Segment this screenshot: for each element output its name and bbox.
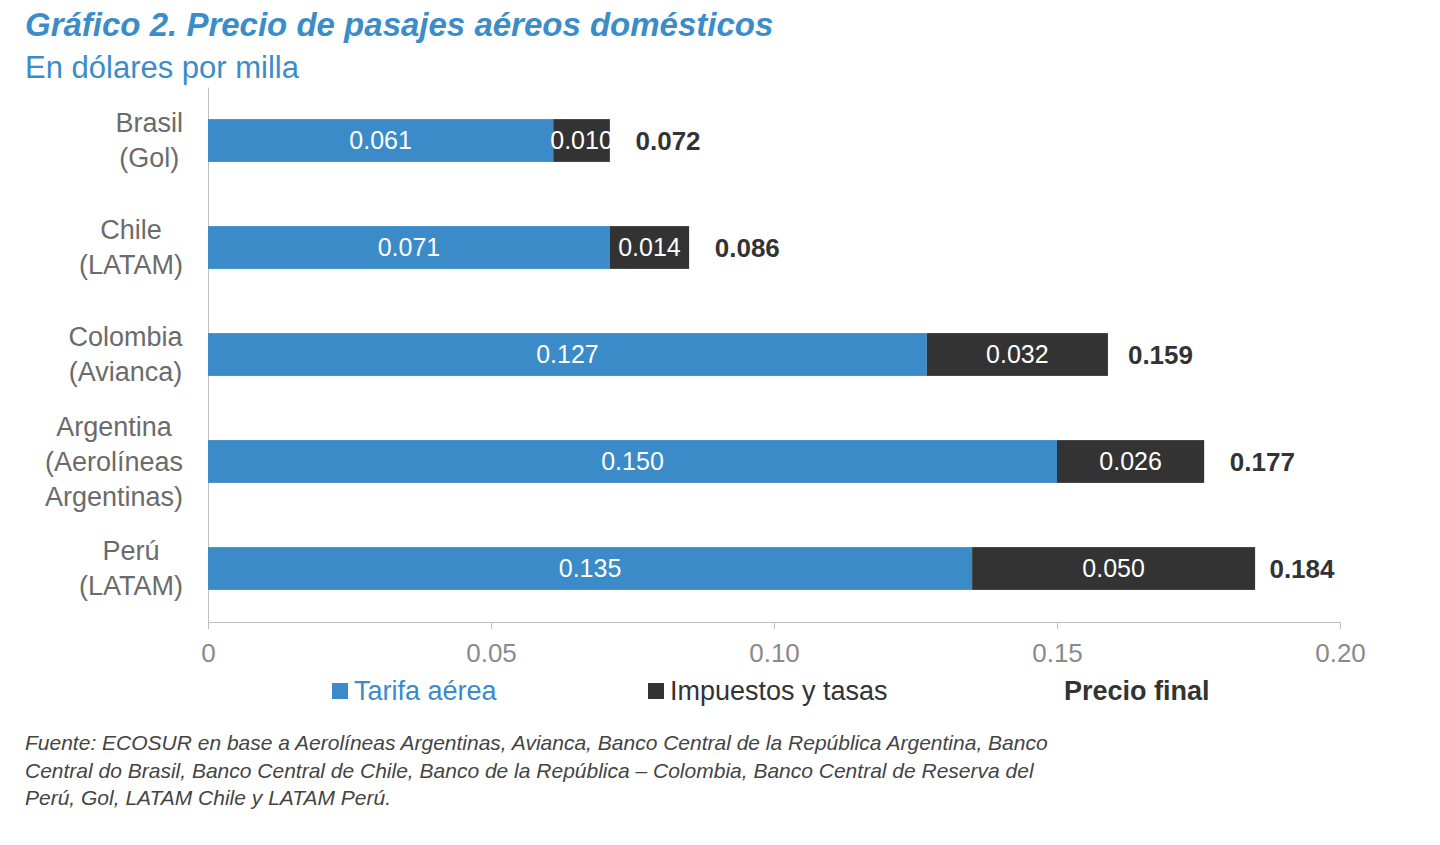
category-label-line: Brasil <box>115 108 183 138</box>
bar-segment <box>610 226 689 269</box>
y-tick: Perú (LATAM) <box>79 536 208 601</box>
category-label: Colombia (Avianca) <box>68 322 183 387</box>
category-label: Perú (LATAM) <box>79 536 183 601</box>
tick-mark <box>1340 622 1341 629</box>
legend-swatch <box>332 683 348 699</box>
subtitle: En dólares por milla <box>25 50 300 85</box>
tick-mark <box>1057 622 1058 629</box>
category-label: Chile (LATAM) <box>79 215 183 280</box>
source-line: Perú, Gol, LATAM Chile y LATAM Perú. <box>25 786 391 809</box>
data-label: 0.050 <box>1082 554 1145 582</box>
y-axis: Brasil (Gol) Chile (LATAM) Colombia (Avianca)… <box>45 88 209 623</box>
total-label: 0.159 <box>1128 340 1193 370</box>
tick-mark <box>491 622 492 629</box>
bar-segment <box>927 333 1108 376</box>
legend-label: Tarifa aérea <box>354 676 498 706</box>
total-label: 0.177 <box>1230 447 1295 477</box>
legend: Tarifa aérea Impuestos y tasas Precio fina… <box>332 676 1210 706</box>
source-line: Central do Brasil, Banco Central de Chil… <box>25 759 1035 782</box>
title: Gráfico 2. Precio de pasajes aéreos domé… <box>25 6 773 43</box>
data-label: 0.127 <box>536 340 599 368</box>
y-tick: Chile (LATAM) <box>79 215 208 280</box>
x-tick: 0.20 <box>1315 622 1366 668</box>
data-label: 0.061 <box>349 126 412 154</box>
bar-segment <box>972 547 1255 590</box>
tick-label: 0.05 <box>466 638 517 668</box>
category-label-line: (Avianca) <box>69 357 183 387</box>
x-axis: 0 0.05 0.10 0.15 0.20 <box>201 622 1366 668</box>
tick-label: 0.15 <box>1032 638 1083 668</box>
category-label-line: Perú <box>102 536 159 566</box>
source-line: Fuente: ECOSUR en base a Aerolíneas Arge… <box>25 731 1048 754</box>
category-label: Brasil (Gol) <box>115 108 183 173</box>
y-tick: Brasil (Gol) <box>115 108 208 173</box>
category-label-line: (LATAM) <box>79 571 183 601</box>
data-label: 0.150 <box>601 447 664 475</box>
bar-segment <box>208 547 972 590</box>
tick-label: 0.10 <box>749 638 800 668</box>
total-label: 0.184 <box>1269 554 1335 584</box>
y-tick: Colombia (Avianca) <box>68 322 208 387</box>
data-label: 0.014 <box>618 233 681 261</box>
x-tick: 0 <box>201 622 215 668</box>
category-label-line: Argentinas) <box>45 482 183 512</box>
category-label-line: (Gol) <box>119 143 179 173</box>
bar-segment <box>208 226 610 269</box>
tick-label: 0 <box>201 638 215 668</box>
y-tick: Argentina (Aerolíneas Argentinas) <box>45 412 208 512</box>
data-labels: 0.061 0.071 0.127 0.150 0.135 0.010 0.014 0.032… <box>349 126 1335 584</box>
bar-segment <box>208 119 553 162</box>
source: Fuente: ECOSUR en base a Aerolíneas Arge… <box>25 731 1048 809</box>
data-label: 0.135 <box>559 554 622 582</box>
bar-segment <box>208 333 927 376</box>
data-label: 0.032 <box>986 340 1049 368</box>
category-label: Argentina (Aerolíneas Argentinas) <box>45 412 183 512</box>
bar-segment <box>208 440 1057 483</box>
legend-swatch <box>648 683 664 699</box>
tick-label: 0.20 <box>1315 638 1366 668</box>
category-label-line: Colombia <box>68 322 183 352</box>
legend-label: Impuestos y tasas <box>670 676 888 706</box>
chart: Gráfico 2. Precio de pasajes aéreos domé… <box>0 0 1440 845</box>
category-label-line: (Aerolíneas <box>45 447 183 477</box>
data-label: 0.071 <box>378 233 441 261</box>
x-tick: 0.10 <box>749 622 800 668</box>
data-label: 0.026 <box>1099 447 1162 475</box>
bars <box>208 119 1255 590</box>
bar-segment <box>1057 440 1204 483</box>
tick-mark <box>774 622 775 629</box>
total-label: 0.086 <box>715 233 780 263</box>
category-label-line: (LATAM) <box>79 250 183 280</box>
category-label-line: Argentina <box>56 412 173 442</box>
tick-mark <box>208 622 209 629</box>
legend-label: Precio final <box>1064 676 1210 706</box>
x-tick: 0.15 <box>1032 622 1083 668</box>
x-tick: 0.05 <box>466 622 517 668</box>
category-label-line: Chile <box>100 215 162 245</box>
data-label: 0.010 <box>550 126 613 154</box>
total-label: 0.072 <box>636 126 701 156</box>
